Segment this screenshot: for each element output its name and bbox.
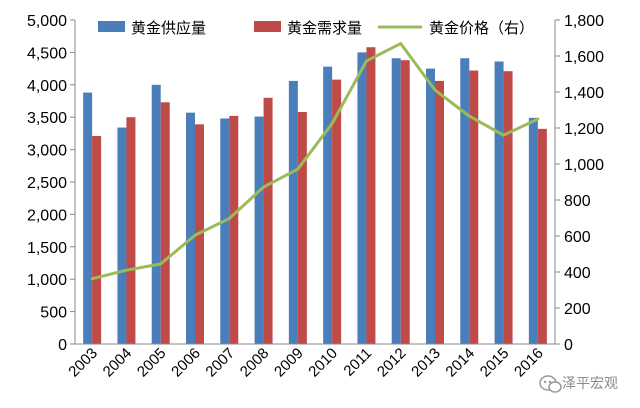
- line-layer: [90, 42, 540, 281]
- bar-demand-2015: [503, 71, 513, 344]
- legend-label: 黄金价格（右）: [429, 19, 534, 37]
- right-tick-label: 1,600: [564, 49, 604, 66]
- watermark-text: 泽平宏观: [562, 376, 618, 392]
- bar-demand-2008: [263, 97, 273, 344]
- right-tick-label: 1,800: [564, 13, 604, 30]
- bar-supply-2004: [117, 127, 127, 345]
- watermark: 泽平宏观: [539, 375, 618, 393]
- x-tick-label: 2014: [442, 345, 478, 381]
- x-tick-label: 2012: [374, 345, 410, 381]
- x-tick-label: 2005: [134, 345, 170, 381]
- bar-supply-2011: [357, 52, 367, 345]
- right-tick-label: 1,000: [564, 157, 604, 174]
- right-tick-label: 600: [564, 229, 591, 246]
- bar-demand-2010: [332, 79, 342, 344]
- x-tick-label: 2009: [271, 345, 307, 381]
- legend-item-2: 黄金价格（右）: [378, 19, 534, 37]
- right-tick-label: 400: [564, 265, 591, 282]
- legend-label: 黄金供应量: [131, 19, 206, 37]
- bar-demand-2012: [400, 60, 410, 345]
- x-tick-label: 2011: [340, 345, 375, 380]
- bar-demand-2003: [92, 135, 102, 344]
- left-tick-label: 4,500: [27, 45, 67, 62]
- bars-layer: [83, 47, 547, 345]
- right-tick-label: 800: [564, 193, 591, 210]
- x-tick-label: 2003: [65, 345, 101, 381]
- x-tick-label: 2004: [100, 345, 136, 381]
- x-tick-label: 2007: [202, 345, 238, 381]
- right-tick-label: 0: [564, 337, 573, 354]
- bar-demand-2013: [435, 80, 444, 345]
- x-tick-label: 2016: [511, 345, 547, 381]
- left-tick-label: 3,000: [27, 143, 67, 160]
- x-tick-label: 2006: [168, 345, 204, 381]
- bar-supply-2006: [186, 112, 195, 344]
- bar-supply-2012: [391, 58, 401, 345]
- bar-supply-2010: [323, 66, 333, 344]
- legend: 黄金供应量 黄金需求量 黄金价格（右）: [98, 19, 534, 37]
- bar-supply-2016: [528, 117, 538, 345]
- left-tick-label: 5,000: [27, 13, 67, 30]
- bar-supply-2007: [220, 118, 230, 344]
- bar-supply-2013: [426, 68, 435, 344]
- left-tick-label: 4,000: [27, 78, 67, 95]
- left-tick-label: 3,500: [27, 110, 67, 127]
- legend-item-0: 黄金供应量: [98, 19, 206, 37]
- legend-swatch: [254, 21, 281, 32]
- legend-item-1: 黄金需求量: [254, 19, 362, 37]
- right-tick-label: 1,200: [564, 121, 604, 138]
- left-tick-label: 1,000: [27, 272, 67, 289]
- bar-supply-2015: [494, 61, 504, 345]
- bar-demand-2004: [126, 117, 136, 344]
- x-tick-label: 2013: [408, 345, 444, 381]
- bar-demand-2014: [469, 70, 479, 344]
- bar-demand-2016: [537, 128, 547, 344]
- right-tick-label: 1,400: [564, 85, 604, 102]
- bar-supply-2008: [254, 116, 264, 344]
- bar-demand-2009: [297, 112, 307, 345]
- bar-supply-2005: [151, 84, 161, 345]
- bar-demand-2011: [366, 47, 376, 344]
- bar-demand-2007: [229, 115, 239, 345]
- bar-supply-2009: [288, 80, 298, 345]
- wechat-icon: [539, 375, 562, 393]
- x-tick-label: 2008: [237, 345, 273, 381]
- legend-swatch: [98, 21, 125, 32]
- legend-label: 黄金需求量: [287, 19, 362, 37]
- left-tick-label: 500: [40, 305, 67, 322]
- price-line: [90, 42, 540, 281]
- left-tick-label: 2,500: [27, 175, 67, 192]
- left-tick-label: 2,000: [27, 207, 67, 224]
- bar-demand-2005: [160, 102, 170, 345]
- axes-layer: 0 500 1,000 1,500 2,000 2,500 3,000 3,500 4,000 4…: [27, 13, 604, 380]
- left-tick-label: 1,500: [27, 240, 67, 257]
- bar-supply-2014: [460, 58, 470, 345]
- left-tick-label: 0: [58, 337, 67, 354]
- bar-supply-2003: [83, 92, 93, 345]
- right-tick-label: 200: [564, 301, 591, 318]
- x-tick-label: 2010: [305, 345, 341, 381]
- x-tick-label: 2015: [477, 345, 513, 381]
